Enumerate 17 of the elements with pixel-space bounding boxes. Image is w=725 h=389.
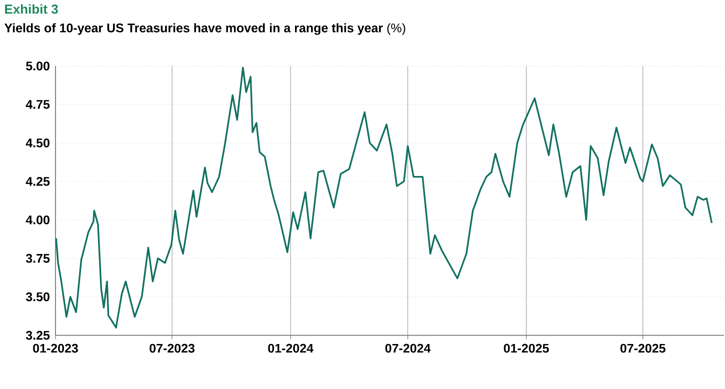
y-tick-label: 3.25 xyxy=(26,330,50,340)
x-tick-label: 07-2023 xyxy=(150,344,195,353)
y-tick-label: 3.75 xyxy=(26,254,50,263)
y-tick-label: 4.75 xyxy=(26,100,50,109)
y-tick-label: 4.00 xyxy=(26,215,50,224)
chart-title: Exhibit 3 xyxy=(5,4,58,14)
y-tick-label: 3.50 xyxy=(26,292,50,302)
line-series xyxy=(55,66,713,328)
x-tick-label: 01-2024 xyxy=(268,344,314,353)
x-tick-label: 07-2024 xyxy=(385,344,431,353)
y-tick-label: 4.25 xyxy=(26,176,50,186)
y-tick-label: 4.50 xyxy=(26,138,50,148)
chart-subtitle: Yields of 10-year US Treasuries have moved in a range this year (%) xyxy=(4,23,406,35)
x-tick-label: 07-2025 xyxy=(620,344,666,353)
y-tick-label: 5.00 xyxy=(26,62,50,70)
x-tick-label: 01-2025 xyxy=(504,344,549,353)
x-tick-label: 01-2023 xyxy=(33,344,78,353)
